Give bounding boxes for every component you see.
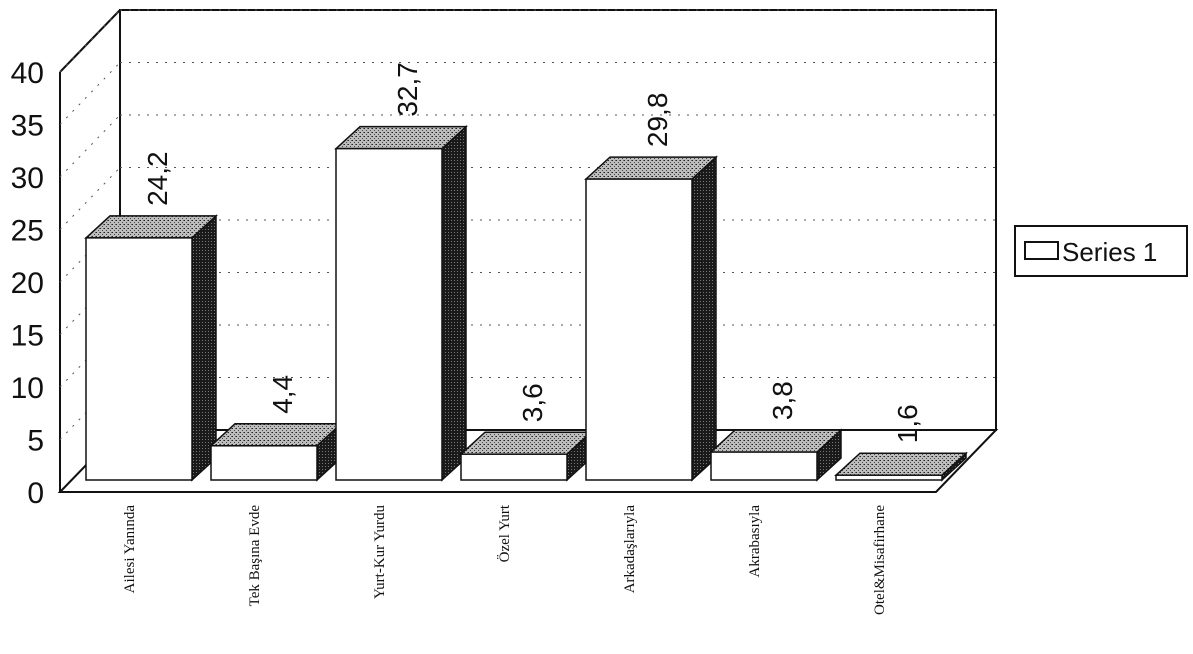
left-wall-edge xyxy=(59,9,121,73)
data-label: 4,4 xyxy=(267,375,298,414)
bar-top xyxy=(334,125,468,150)
category-labels: Ailesi Yanında Tek Başına Evde Yurt-Kur Yu… xyxy=(122,504,888,615)
bar-front xyxy=(460,453,568,481)
bar xyxy=(84,214,218,482)
bar xyxy=(459,430,593,482)
legend-swatch xyxy=(1024,241,1059,260)
category-label: Akrabasıyla xyxy=(747,505,763,578)
bar-top xyxy=(834,452,968,476)
category-label: Tek Başına Evde xyxy=(247,505,263,607)
bar-top xyxy=(84,215,218,239)
back-wall-panel xyxy=(119,9,997,431)
category-label: Ailesi Yanında xyxy=(122,505,138,594)
bar-front xyxy=(835,474,943,481)
y-tick-label: 35 xyxy=(11,110,44,143)
legend: Series 1 xyxy=(1014,225,1188,277)
data-label: 32,7 xyxy=(392,62,423,117)
y-tick-label: 30 xyxy=(11,162,44,195)
category-label: Arkadaşlarıyla xyxy=(622,505,638,594)
bar xyxy=(584,155,718,482)
data-label: 24,2 xyxy=(142,151,173,206)
category-label: Otel&Misafirhane xyxy=(872,505,888,615)
y-tick-label: 15 xyxy=(11,320,44,353)
legend-label: Series 1 xyxy=(1062,237,1157,267)
bar xyxy=(334,124,468,482)
bar-front xyxy=(710,451,818,481)
y-tick-label: 0 xyxy=(27,477,44,510)
bar-top xyxy=(459,431,593,455)
bar-front xyxy=(210,445,318,481)
gridline-side xyxy=(59,62,121,125)
bar-top xyxy=(209,423,343,447)
bar-front xyxy=(585,178,693,481)
y-axis-ticks: 0 5 10 15 20 25 30 35 40 xyxy=(11,57,44,510)
y-tick-label: 10 xyxy=(11,372,44,405)
data-label: 1,6 xyxy=(892,404,923,443)
category-label: Özel Yurt xyxy=(496,504,513,562)
y-tick-label: 25 xyxy=(11,215,44,248)
bar-top xyxy=(584,156,718,180)
data-labels: 24,2 4,4 32,7 3,6 29,8 3,8 1,6 xyxy=(142,62,923,443)
y-tick-label: 20 xyxy=(11,267,44,300)
bar-top xyxy=(709,429,843,453)
data-label: 29,8 xyxy=(642,93,673,148)
data-label: 3,8 xyxy=(767,381,798,420)
bar-side xyxy=(691,155,717,482)
bar-front xyxy=(85,237,193,481)
bar-side xyxy=(441,124,467,482)
y-tick-label: 5 xyxy=(27,425,44,458)
y-tick-label: 40 xyxy=(11,57,44,90)
bar xyxy=(209,422,343,482)
gridlines xyxy=(59,9,996,440)
bar-side xyxy=(191,214,217,482)
bar-front xyxy=(335,147,443,481)
bars xyxy=(84,124,968,482)
gridline-side xyxy=(59,114,121,178)
data-label: 3,6 xyxy=(517,383,548,422)
bar xyxy=(709,428,843,482)
bar xyxy=(834,451,968,482)
category-label: Yurt-Kur Yurdu xyxy=(372,505,388,600)
